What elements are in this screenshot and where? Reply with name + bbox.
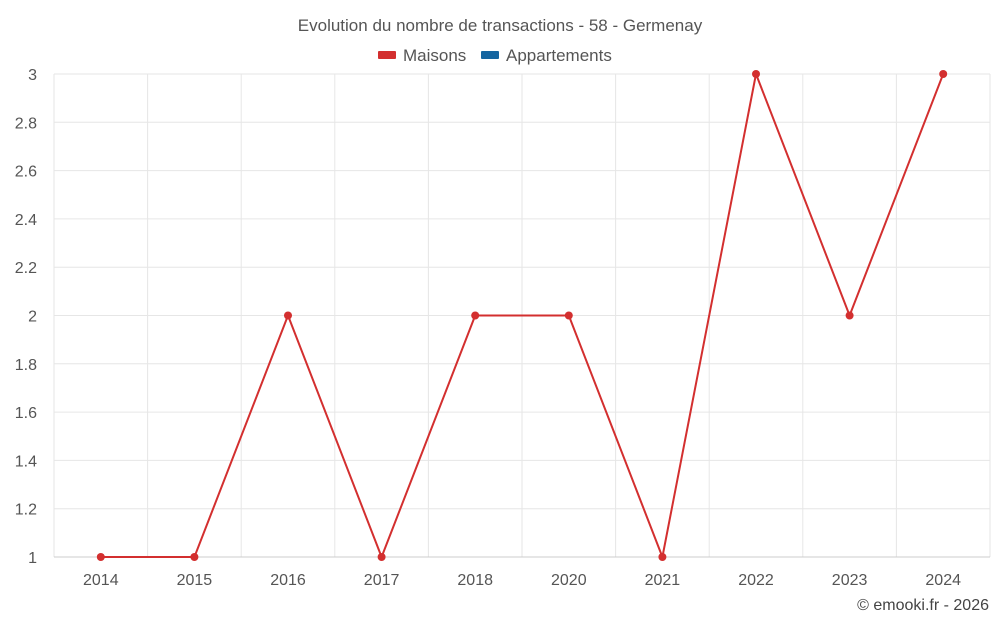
legend-label-appartements: Appartements (506, 46, 612, 65)
y-tick-label: 1 (28, 550, 37, 567)
y-tick-label: 1.4 (15, 453, 37, 470)
x-tick-label: 2015 (177, 572, 213, 589)
y-tick-label: 1.8 (15, 357, 37, 374)
legend-swatch-appartements (481, 51, 499, 59)
credit: © emooki.fr - 2026 (857, 597, 989, 614)
data-point-maisons[interactable] (96, 553, 105, 561)
y-tick-label: 3 (28, 67, 37, 84)
x-tick-label: 2021 (645, 572, 681, 589)
x-tick-label: 2020 (551, 572, 587, 589)
data-point-maisons[interactable] (377, 553, 386, 561)
legend-swatch-maisons (378, 51, 396, 59)
x-tick-label: 2018 (457, 572, 493, 589)
plot-area (96, 70, 948, 561)
data-point-maisons[interactable] (284, 311, 292, 320)
series-line-maisons (100, 73, 945, 558)
data-point-maisons[interactable] (190, 553, 199, 561)
legend: Maisons Appartements (378, 46, 612, 65)
data-point-maisons[interactable] (939, 70, 948, 78)
legend-item-appartements[interactable]: Appartements (481, 46, 612, 65)
y-tick-label: 1.6 (15, 405, 37, 422)
x-tick-label: 2023 (832, 572, 868, 589)
x-tick-label: 2024 (925, 572, 961, 589)
data-point-maisons[interactable] (752, 70, 760, 78)
y-tick-label: 2.8 (15, 115, 37, 132)
y-tick-label: 2.4 (15, 212, 37, 229)
y-axis: 1 1.2 1.4 1.6 1.8 2 2.2 2.4 2.6 2.8 3 (15, 67, 37, 567)
chart-title: Evolution du nombre de transactions - 58… (298, 16, 703, 35)
y-tick-label: 2 (28, 309, 37, 326)
x-tick-label: 2017 (364, 572, 400, 589)
x-tick-label: 2022 (738, 572, 774, 589)
y-tick-label: 2.2 (15, 260, 37, 277)
data-point-maisons[interactable] (564, 311, 573, 320)
y-tick-label: 1.2 (15, 502, 37, 519)
data-point-maisons[interactable] (471, 311, 480, 320)
y-tick-label: 2.6 (15, 164, 37, 181)
x-tick-label: 2016 (270, 572, 306, 589)
x-tick-label: 2014 (83, 572, 119, 589)
x-axis: 2014 2015 2016 2017 2018 2020 2021 2022 2023 2024 (83, 572, 961, 589)
legend-item-maisons[interactable]: Maisons (378, 46, 466, 65)
gridlines (53, 73, 991, 558)
legend-label-maisons: Maisons (403, 46, 466, 65)
data-point-maisons[interactable] (658, 553, 667, 561)
data-point-maisons[interactable] (845, 311, 854, 320)
